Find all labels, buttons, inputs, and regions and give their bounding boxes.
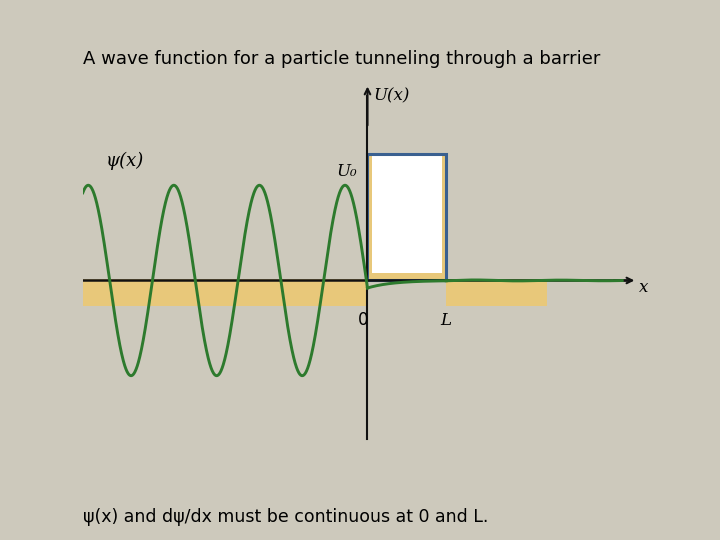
Text: A wave function for a particle tunneling through a barrier: A wave function for a particle tunneling…	[83, 50, 600, 68]
Bar	[372, 153, 441, 273]
Text: L: L	[441, 312, 451, 329]
Bar	[83, 279, 367, 306]
Text: x: x	[639, 279, 648, 296]
Text: U(x): U(x)	[374, 87, 410, 104]
Text: 0: 0	[358, 311, 368, 329]
Text: U₀: U₀	[336, 164, 356, 180]
Bar	[367, 153, 446, 280]
Text: ψ(x) and dψ/dx must be continuous at 0 and L.: ψ(x) and dψ/dx must be continuous at 0 a…	[83, 509, 488, 526]
Bar	[446, 279, 547, 306]
Bar	[367, 153, 446, 280]
Text: ψ(x): ψ(x)	[105, 152, 143, 170]
